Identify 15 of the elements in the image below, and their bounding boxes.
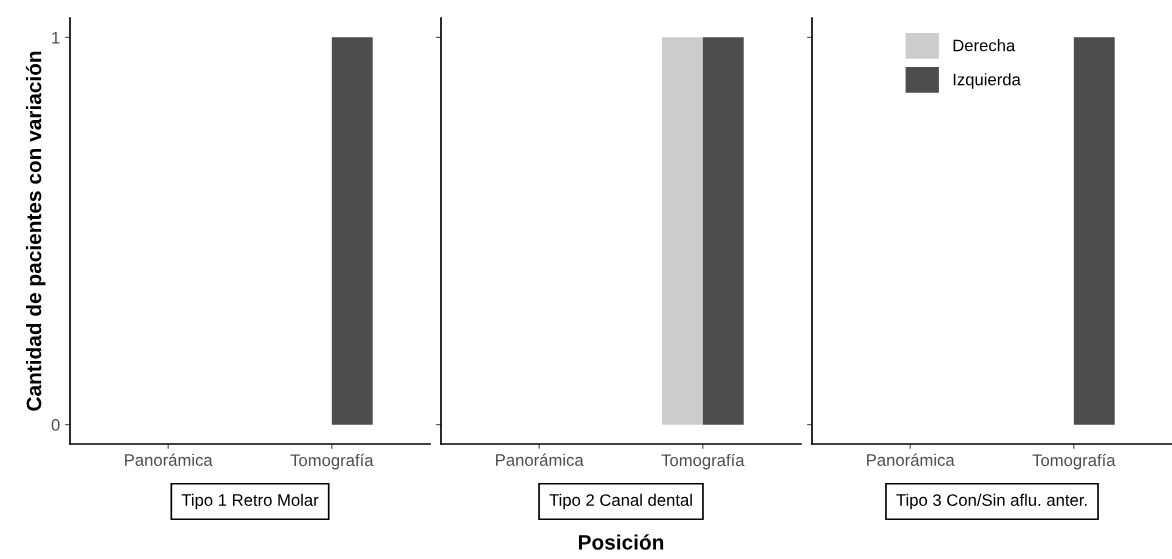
text: Tipo 1 Retro Molar	[181, 493, 319, 510]
x-tick-label: Panorámica	[125, 453, 213, 466]
x-tick-label: Tomografía	[1032, 453, 1116, 470]
y-axis-title: Cantidad de pacientes con variación	[25, 51, 46, 411]
legend-label: Izquierda	[953, 73, 1021, 89]
x-tick-label: Panorámica	[496, 453, 584, 466]
x-axis-title: Posición	[578, 534, 664, 550]
y-tick-label: 0	[51, 419, 60, 431]
x-tick-label: Tomografía	[661, 453, 745, 470]
text: Tipo 3 Con/Sin aflu. anter.	[896, 493, 1087, 510]
y-tick-label: 1	[52, 31, 60, 44]
x-tick-label: Tomografía	[290, 453, 374, 470]
x-tick-label: Panorámica	[867, 453, 955, 466]
legend-label: Derecha	[953, 39, 1016, 52]
text: Tipo 2 Canal dental	[549, 493, 692, 510]
